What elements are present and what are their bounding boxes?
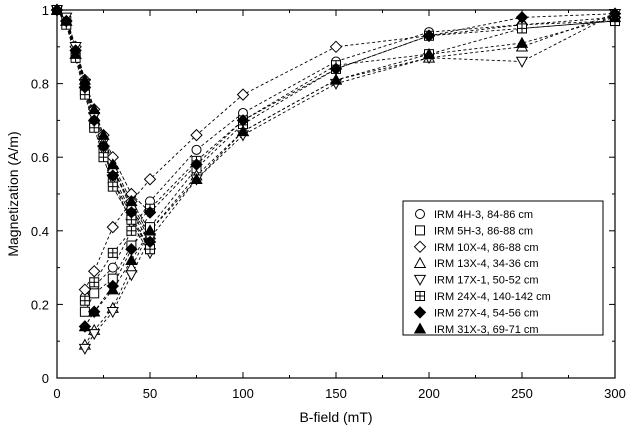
series-7-irm-point [106,283,119,295]
series-0-irm-point [191,144,202,155]
series-7-irm-point [515,36,529,48]
series-7-demag-point [97,128,110,140]
series-7-demag-point [88,103,101,115]
series-5-irm-point [126,225,137,236]
legend: IRM 4H-3, 84-86 cm IRM 5H-3, 86-88 cm IRM … [402,200,604,336]
series-2-irm-point [329,40,343,54]
series-7-irm-point [329,73,343,85]
series-6-demag-point [87,114,101,127]
legend-label: IRM 17X-1, 50-52 cm [434,275,539,287]
series-7-demag-point [60,14,73,26]
series-2-irm-point [87,265,101,278]
series-1-irm-point [89,288,100,299]
legend-item: IRM 13X-4, 34-36 cm [413,256,539,270]
y-tick-label: 0.8 [31,77,49,92]
legend-marker [415,209,425,219]
series-5-irm-point [107,247,118,258]
series-5-demag-point [107,181,118,192]
legend-item: IRM 5H-3, 86-88 cm [415,225,533,237]
series-2-irm-point [106,220,120,234]
x-tick-label: 0 [53,386,60,401]
series-7-demag-line [56,9,151,232]
x-tick-label: 200 [418,386,440,401]
series-6-irm-point [143,206,157,219]
legend-marker [413,322,427,334]
y-axis-label: Magnetization (A/m) [5,131,21,256]
y-tick-label: 0.4 [31,224,49,239]
series-5-demag-point [98,152,109,163]
legend-label: IRM 4H-3, 84-86 cm [434,209,533,221]
x-tick-label: 100 [232,386,254,401]
x-tick-label: 300 [604,386,626,401]
x-tick-label: 50 [143,386,157,401]
legend-marker [413,274,427,286]
series-4-irm-point [78,343,92,355]
legend-marker [413,306,427,319]
series-4-irm-point [106,307,119,319]
legend-marker [415,225,425,236]
x-axis-label: B-field (mT) [299,409,372,425]
series-7-demag-point [106,158,119,170]
series-2-irm-point [236,88,250,101]
series-4-irm-point [88,329,101,341]
legend-item: IRM 31X-3, 69-71 cm [413,322,539,336]
y-tick-label: 0.2 [31,297,49,312]
series-5-irm-point [89,277,100,288]
series-7-irm-line [84,16,616,327]
series-7-demag-point [78,73,92,85]
y-tick-label: 0 [42,371,49,386]
series-6-irm-point [422,29,436,42]
series-7-irm-point [143,224,157,236]
series-7-demag-point [69,47,82,59]
legend-label: IRM 27X-4, 54-56 cm [434,307,539,319]
axis-tick-labels: 0 50 100 150 200 250 300 0 0.2 0.4 0.6 0.8 1 [31,3,626,401]
x-tick-label: 250 [511,386,533,401]
series-0-irm-line [84,20,616,298]
series-points [50,3,622,355]
legend-label: IRM 24X-4, 140-142 cm [434,291,551,303]
legend-item: IRM 27X-4, 54-56 cm [413,306,539,319]
series-5-irm-point [517,23,527,34]
series-7-irm-point [422,47,436,59]
series-6-irm-point [190,158,203,171]
legend-marker [413,256,427,268]
series-2-irm-point [190,128,203,142]
legend-label: IRM 31X-3, 69-71 cm [434,324,539,336]
legend-item: IRM 17X-1, 50-52 cm [413,274,539,287]
series-7-irm-point [236,125,250,137]
legend-label: IRM 13X-4, 34-36 cm [434,258,539,270]
axis-ticks [56,9,616,379]
series-4-irm-point [125,270,138,282]
series-5-demag-line [56,9,151,250]
legend-box [402,200,604,336]
series-6-demag-point [143,235,157,249]
series-7-irm-point [88,305,101,317]
y-tick-label: 1 [42,3,49,18]
series-2-irm-point [78,283,92,296]
series-7-irm-point [125,253,138,265]
legend-label: IRM 10X-4, 86-88 cm [434,242,539,254]
legend-marker [415,291,425,301]
legend-marker [413,240,427,254]
x-tick-label: 150 [325,386,347,401]
legend-label: IRM 5H-3, 86-88 cm [434,225,533,237]
legend-item: IRM 24X-4, 140-142 cm [415,291,551,303]
series-6-demag-point [106,169,120,182]
series-5-irm-line [84,20,616,301]
series-2-irm-point [143,173,157,186]
legend-item: IRM 4H-3, 84-86 cm [415,209,533,221]
series-5-irm-point [79,295,90,306]
series-7-irm-point [190,172,203,185]
series-7-irm-point [78,320,92,332]
series-6-demag-point [125,206,138,219]
legend-item: IRM 10X-4, 86-88 cm [413,240,539,254]
series-7-demag-point [125,195,138,207]
series-6-irm-point [515,11,529,24]
y-tick-label: 0.6 [31,150,49,165]
series-4-irm-point [515,56,529,68]
series-6-demag-point [97,139,110,153]
series-0-irm-point [107,262,118,273]
